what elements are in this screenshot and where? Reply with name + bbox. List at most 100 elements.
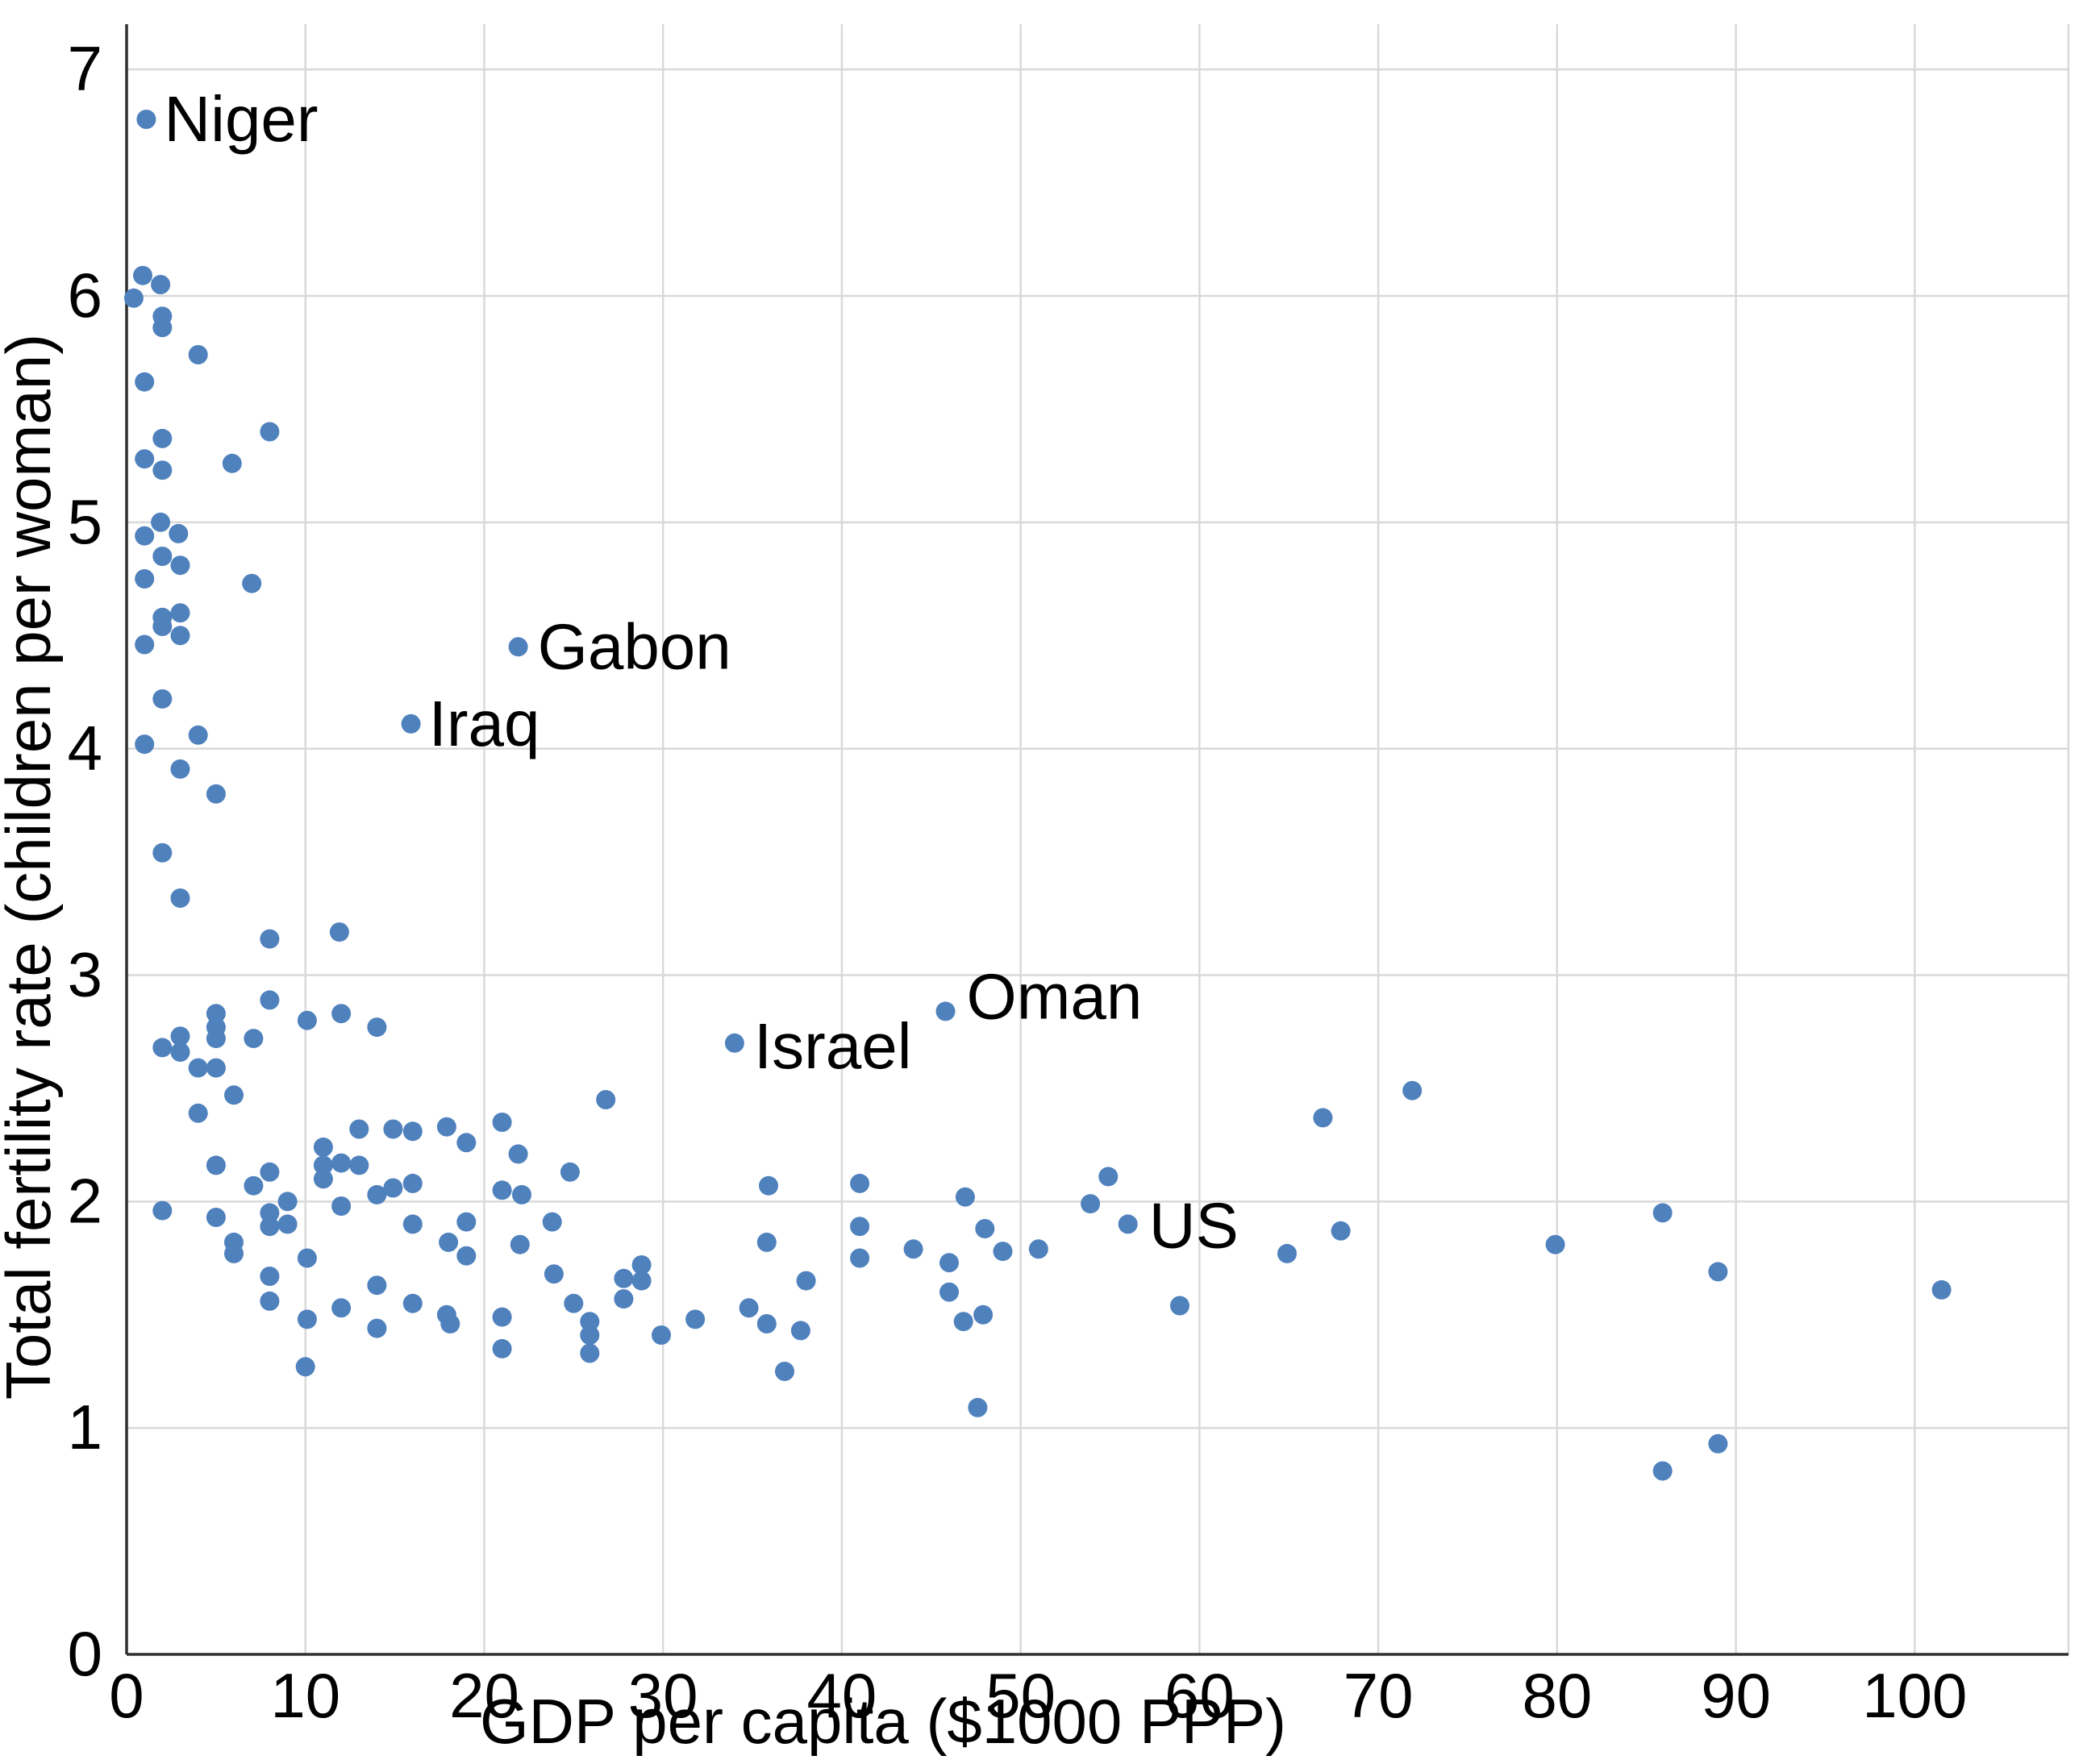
data-point xyxy=(939,1253,959,1273)
data-point xyxy=(222,453,242,473)
data-point xyxy=(152,689,173,709)
data-point xyxy=(135,569,155,589)
data-point xyxy=(560,1162,580,1182)
data-point xyxy=(206,1029,226,1049)
data-point xyxy=(123,288,144,308)
data-point xyxy=(685,1309,706,1329)
data-point xyxy=(151,275,171,294)
data-point xyxy=(436,1117,456,1137)
y-tick-label: 4 xyxy=(68,713,102,784)
data-point xyxy=(492,1338,512,1358)
data-point xyxy=(1081,1194,1101,1214)
data-point xyxy=(260,990,280,1010)
data-point xyxy=(206,1004,226,1024)
data-point xyxy=(152,547,173,566)
data-point xyxy=(456,1212,477,1232)
data-point xyxy=(260,1267,280,1286)
data-point xyxy=(790,1321,810,1341)
data-point xyxy=(260,929,280,949)
data-point xyxy=(973,1304,994,1325)
data-point xyxy=(367,1275,387,1296)
data-point xyxy=(564,1293,584,1313)
data-point xyxy=(850,1173,870,1193)
x-axis-title: GDP per capita ($1000 PPP) xyxy=(480,1686,1286,1757)
data-point xyxy=(1028,1239,1048,1259)
data-point xyxy=(188,725,208,745)
data-point xyxy=(224,1243,244,1263)
data-point xyxy=(580,1312,600,1332)
data-point xyxy=(631,1255,652,1275)
data-point xyxy=(939,1282,959,1302)
data-point xyxy=(277,1214,298,1234)
data-point xyxy=(955,1187,975,1207)
data-point xyxy=(383,1178,403,1198)
data-point xyxy=(508,1144,528,1164)
data-point xyxy=(850,1217,870,1237)
data-point xyxy=(1170,1296,1189,1316)
data-point xyxy=(349,1155,369,1175)
data-point xyxy=(135,734,155,755)
data-point xyxy=(508,637,528,657)
x-tick-label: 40 xyxy=(807,1660,877,1731)
data-point xyxy=(739,1298,759,1318)
data-point xyxy=(1402,1080,1423,1100)
data-point xyxy=(206,1208,226,1227)
x-tick-label: 10 xyxy=(270,1660,340,1731)
data-point xyxy=(152,428,173,448)
data-point xyxy=(1931,1279,1952,1300)
data-point xyxy=(135,372,155,392)
data-point xyxy=(313,1169,333,1189)
data-point xyxy=(151,512,171,532)
data-point xyxy=(1708,1433,1728,1454)
x-tick-label: 50 xyxy=(985,1660,1056,1731)
data-point xyxy=(614,1268,634,1288)
data-point xyxy=(512,1184,531,1204)
data-point xyxy=(756,1232,777,1252)
data-point xyxy=(796,1271,816,1291)
data-point xyxy=(277,1192,298,1212)
data-point xyxy=(544,1264,564,1284)
annotation-oman: Oman xyxy=(967,960,1143,1032)
data-point xyxy=(297,1010,317,1030)
data-point xyxy=(133,265,152,285)
data-point xyxy=(439,1232,459,1252)
data-point xyxy=(260,1203,280,1223)
data-point xyxy=(170,603,190,623)
data-point xyxy=(169,523,189,543)
data-point xyxy=(295,1357,315,1377)
data-point xyxy=(313,1137,333,1157)
data-point xyxy=(953,1312,973,1332)
data-point xyxy=(170,555,190,576)
data-point xyxy=(759,1175,778,1196)
x-tick-label: 90 xyxy=(1701,1660,1771,1731)
y-axis-title: Total fertility rate (children per woman… xyxy=(0,334,64,1400)
data-point xyxy=(1652,1203,1673,1223)
x-tick-label: 100 xyxy=(1862,1660,1967,1731)
data-point xyxy=(206,1058,226,1078)
data-point xyxy=(260,422,280,442)
data-point xyxy=(331,1196,352,1216)
y-tick-label: 0 xyxy=(68,1618,102,1689)
data-point xyxy=(968,1397,988,1417)
data-point xyxy=(329,922,349,942)
data-point xyxy=(402,1173,423,1193)
data-point xyxy=(456,1133,477,1153)
annotation-niger: Niger xyxy=(164,83,318,155)
data-point xyxy=(206,1155,226,1175)
data-point xyxy=(260,1162,280,1182)
data-point xyxy=(244,1029,264,1049)
data-point xyxy=(206,784,226,804)
data-point xyxy=(775,1362,794,1381)
x-tick-label: 30 xyxy=(628,1660,698,1731)
data-point xyxy=(152,1038,173,1058)
data-point xyxy=(1331,1221,1351,1241)
data-point xyxy=(614,1289,634,1309)
data-point xyxy=(1118,1214,1138,1234)
data-point xyxy=(580,1343,600,1363)
data-point xyxy=(724,1033,744,1053)
data-point xyxy=(402,1214,423,1234)
data-point xyxy=(297,1248,317,1268)
data-point xyxy=(1652,1461,1673,1481)
data-point xyxy=(510,1234,530,1254)
